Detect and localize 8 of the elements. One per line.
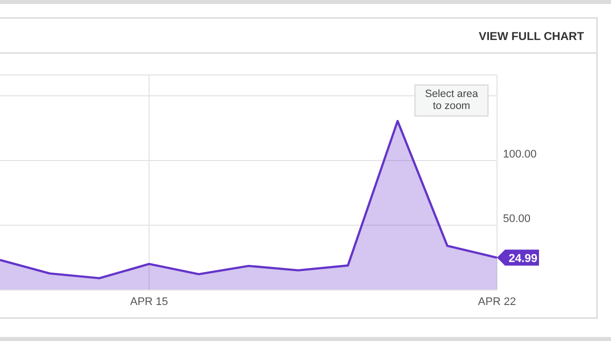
annotation: Select area to zoom — [424, 87, 480, 112]
zoom-button: Select area to zoom — [414, 84, 488, 116]
data-label: 24.99 — [508, 253, 538, 266]
x-tick-label: APR 15 — [130, 296, 168, 308]
y-tick-label: 50.00 — [503, 213, 531, 226]
y-tick-label: 100.00 — [503, 148, 537, 160]
text: VIEW FULL CHART — [478, 31, 584, 43]
x-tick-label: APR 22 — [478, 296, 516, 308]
